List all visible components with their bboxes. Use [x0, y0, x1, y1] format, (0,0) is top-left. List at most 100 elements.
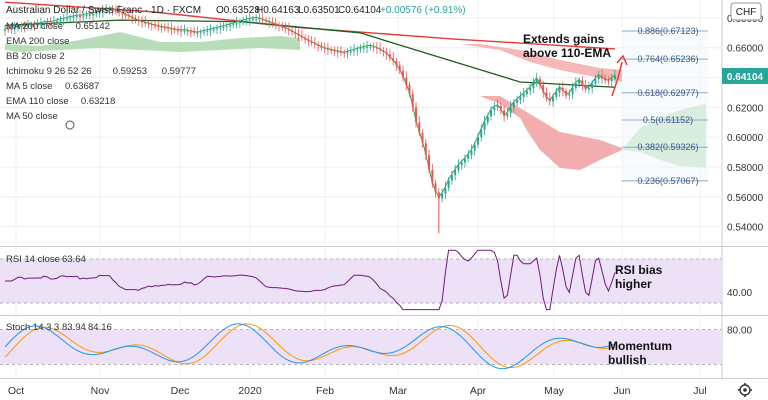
- time-tick-label[interactable]: Jul: [693, 385, 706, 397]
- candle-body: [150, 24, 153, 26]
- candle-body: [92, 14, 95, 16]
- candle-body: [467, 155, 470, 159]
- candle-body: [594, 79, 597, 84]
- candle-body: [284, 27, 287, 29]
- symbol-title[interactable]: Australian Dollar / Swiss Franc · 1D · F…: [6, 5, 201, 16]
- stoch-legend-label[interactable]: Stoch 14 3 3: [6, 322, 59, 333]
- legend-row-label[interactable]: BB 20 close 2: [6, 51, 65, 62]
- legend-row-label[interactable]: MA 200 close: [6, 21, 63, 32]
- candle-body: [614, 76, 616, 80]
- legend-row-label[interactable]: EMA 110 close: [6, 96, 69, 107]
- candle-body: [477, 137, 479, 145]
- candle-body: [255, 18, 258, 20]
- candle-body: [408, 84, 411, 94]
- legend-row-label[interactable]: MA 5 close: [6, 81, 52, 92]
- candle-body: [170, 28, 173, 30]
- candle-body: [545, 92, 548, 99]
- legend-row-label[interactable]: EMA 200 close: [6, 36, 69, 47]
- candle-body: [418, 122, 421, 133]
- candle-body: [242, 21, 245, 23]
- candle-body: [600, 76, 603, 79]
- candle-body: [356, 49, 359, 51]
- candle-body: [369, 46, 372, 48]
- rsi-legend-label[interactable]: RSI 14 close: [6, 254, 60, 265]
- candle-body: [310, 41, 313, 43]
- indicator-legend: MA 200 close 0.65142 EMA 200 close BB 20 cl…: [6, 21, 196, 130]
- time-tick-label[interactable]: 2020: [238, 385, 262, 397]
- candle-body: [59, 20, 62, 22]
- candle-body: [160, 26, 163, 28]
- candle-body: [395, 61, 398, 66]
- candle-body: [36, 24, 39, 26]
- annotation-rsi-line1: RSI bias: [615, 263, 663, 277]
- candle-body: [561, 87, 564, 91]
- candle-body: [101, 11, 104, 13]
- candle-body: [173, 29, 176, 31]
- candle-body: [304, 37, 307, 40]
- candle-body: [225, 25, 228, 27]
- candle-body: [434, 183, 437, 193]
- stoch-legend-k: 83.94: [62, 322, 86, 333]
- candle-body: [222, 26, 225, 28]
- currency-badge[interactable]: [730, 2, 762, 21]
- candle-body: [20, 26, 23, 28]
- legend-row-label[interactable]: Ichimoku 9 26 52 26: [6, 66, 92, 77]
- candle-body: [555, 92, 558, 97]
- candle-body: [610, 79, 613, 82]
- candle-body: [268, 21, 271, 23]
- time-tick-label[interactable]: Dec: [171, 385, 190, 397]
- ohlc-high: H0.64163: [256, 5, 300, 16]
- candle-body: [490, 110, 493, 117]
- candle-body: [340, 52, 342, 54]
- price-tick-label: 0.62000: [727, 103, 764, 114]
- candle-body: [261, 19, 264, 21]
- candle-body: [56, 20, 59, 23]
- candle-body: [330, 49, 333, 51]
- time-tick-label[interactable]: Apr: [470, 385, 487, 397]
- candle-body: [525, 90, 528, 94]
- candle-body: [199, 32, 202, 34]
- ohlc-open: O0.63528: [216, 5, 260, 16]
- candle-body: [548, 98, 551, 102]
- candle-body: [424, 143, 427, 156]
- candle-body: [49, 22, 52, 24]
- candle-body: [294, 32, 297, 34]
- price-axis[interactable]: [722, 0, 768, 400]
- time-tick-label[interactable]: Nov: [91, 385, 110, 397]
- time-tick-label[interactable]: Jun: [614, 385, 631, 397]
- candle-body: [278, 25, 280, 27]
- candle-body: [506, 113, 509, 117]
- fib-zone: [622, 30, 708, 181]
- candle-body: [431, 169, 434, 184]
- ohlc-change: +0.00576 (+0.91%): [380, 5, 466, 16]
- candle-body: [111, 9, 114, 11]
- candle-body: [154, 25, 157, 27]
- candle-body: [317, 44, 320, 47]
- candle-body: [591, 83, 594, 88]
- candle-body: [13, 28, 16, 30]
- annotation-stoch-line2: bullish: [608, 353, 647, 367]
- candle-body: [108, 9, 111, 11]
- up-arrow-icon: [611, 61, 623, 97]
- candle-body: [473, 144, 476, 151]
- candle-body: [264, 20, 267, 22]
- stoch-legend-d: 84.16: [88, 322, 112, 333]
- time-tick-label[interactable]: Feb: [316, 385, 334, 397]
- time-tick-label[interactable]: Mar: [389, 385, 408, 397]
- legend-row-label[interactable]: MA 50 close: [6, 111, 58, 122]
- candle-body: [552, 96, 554, 102]
- fib-level-label: 0.764(0.65236): [637, 54, 698, 64]
- candle-body: [7, 29, 10, 31]
- visibility-eye-icon[interactable]: [65, 120, 75, 130]
- candle-body: [379, 48, 382, 51]
- candle-body: [248, 19, 251, 21]
- candle-body: [503, 110, 506, 117]
- time-tick-label[interactable]: May: [544, 385, 565, 397]
- time-tick-label[interactable]: Oct: [8, 385, 24, 397]
- candle-body: [375, 47, 378, 49]
- candle-body: [460, 162, 463, 166]
- candle-body: [88, 14, 91, 16]
- settings-gear-icon[interactable]: [738, 383, 752, 397]
- candle-body: [428, 155, 431, 170]
- candle-body: [499, 105, 502, 111]
